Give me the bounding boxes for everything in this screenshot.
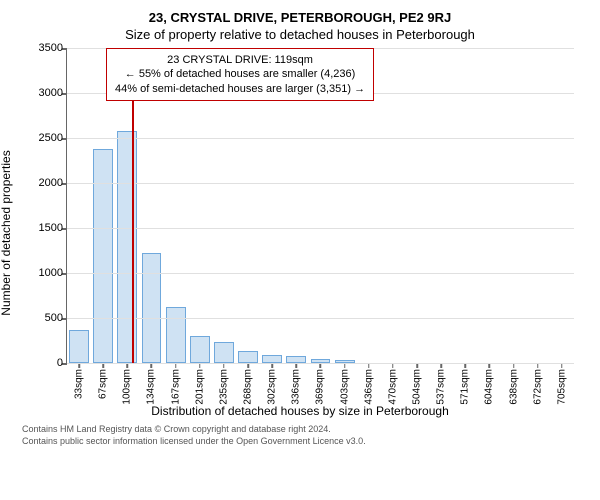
x-tick-label: 470sqm xyxy=(387,369,398,405)
histogram-bar xyxy=(262,355,282,363)
x-tick-label: 672sqm xyxy=(532,369,543,405)
histogram-bar xyxy=(142,253,162,363)
x-tick-label: 369sqm xyxy=(315,369,326,405)
x-tick-label: 268sqm xyxy=(243,369,254,405)
histogram-bar xyxy=(286,356,306,363)
x-tick-label: 604sqm xyxy=(484,369,495,405)
info-box-line3: 44% of semi-detached houses are larger (… xyxy=(115,82,365,96)
gridline xyxy=(67,183,574,184)
gridline xyxy=(67,138,574,139)
x-tick-label: 67sqm xyxy=(98,369,109,399)
x-tick-label: 638sqm xyxy=(508,369,519,405)
histogram-bar xyxy=(166,307,186,363)
y-axis-label: Number of detached properties xyxy=(0,150,13,315)
x-axis-label: Distribution of detached houses by size … xyxy=(20,404,580,418)
x-tick-label: 235sqm xyxy=(218,369,229,405)
x-tick-label: 167sqm xyxy=(170,369,181,405)
x-tick-label: 134sqm xyxy=(146,369,157,405)
y-tick-label: 1500 xyxy=(39,222,63,234)
bar-slot: 470sqm xyxy=(381,48,405,363)
y-tick-label: 2500 xyxy=(39,132,63,144)
bar-slot: 537sqm xyxy=(429,48,453,363)
y-tick-label: 3000 xyxy=(39,87,63,99)
histogram-bar xyxy=(190,336,210,363)
x-tick-label: 100sqm xyxy=(122,369,133,405)
x-tick-label: 403sqm xyxy=(339,369,350,405)
x-tick-label: 302sqm xyxy=(267,369,278,405)
footer-line1: Contains HM Land Registry data © Crown c… xyxy=(22,424,590,436)
x-tick-label: 571sqm xyxy=(460,369,471,405)
x-tick-label: 504sqm xyxy=(412,369,423,405)
chart-title-line2: Size of property relative to detached ho… xyxy=(10,27,590,42)
x-tick-label: 201sqm xyxy=(194,369,205,405)
bar-slot: 638sqm xyxy=(502,48,526,363)
info-box-line1: 23 CRYSTAL DRIVE: 119sqm xyxy=(115,53,365,67)
bar-slot: 705sqm xyxy=(550,48,574,363)
histogram-bar xyxy=(238,351,258,363)
y-tick-label: 0 xyxy=(57,357,63,369)
gridline xyxy=(67,318,574,319)
info-box-line2: ← 55% of detached houses are smaller (4,… xyxy=(115,67,365,81)
bar-slot: 604sqm xyxy=(477,48,501,363)
x-tick-label: 336sqm xyxy=(291,369,302,405)
histogram-bar xyxy=(214,342,234,363)
histogram-bar xyxy=(69,330,89,363)
y-tick-label: 1000 xyxy=(39,267,63,279)
gridline xyxy=(67,273,574,274)
x-tick-label: 436sqm xyxy=(363,369,374,405)
footer: Contains HM Land Registry data © Crown c… xyxy=(10,424,590,447)
y-tick-label: 500 xyxy=(45,312,63,324)
x-tick-label: 705sqm xyxy=(556,369,567,405)
footer-line2: Contains public sector information licen… xyxy=(22,436,590,448)
chart-title-line1: 23, CRYSTAL DRIVE, PETERBOROUGH, PE2 9RJ xyxy=(10,10,590,25)
gridline xyxy=(67,363,574,364)
x-tick-label: 537sqm xyxy=(436,369,447,405)
chart-container: 23, CRYSTAL DRIVE, PETERBOROUGH, PE2 9RJ… xyxy=(0,0,600,500)
plot-wrap: Number of detached properties 33sqm67sqm… xyxy=(20,48,580,418)
bar-slot: 504sqm xyxy=(405,48,429,363)
bar-slot: 672sqm xyxy=(526,48,550,363)
x-tick-label: 33sqm xyxy=(74,369,85,399)
gridline xyxy=(67,228,574,229)
histogram-bar xyxy=(93,149,113,363)
y-tick-label: 3500 xyxy=(39,42,63,54)
histogram-bar xyxy=(117,131,137,363)
bar-slot: 571sqm xyxy=(453,48,477,363)
marker-info-box: 23 CRYSTAL DRIVE: 119sqm ← 55% of detach… xyxy=(106,48,374,101)
y-tick-label: 2000 xyxy=(39,177,63,189)
bar-slot: 33sqm xyxy=(67,48,91,363)
